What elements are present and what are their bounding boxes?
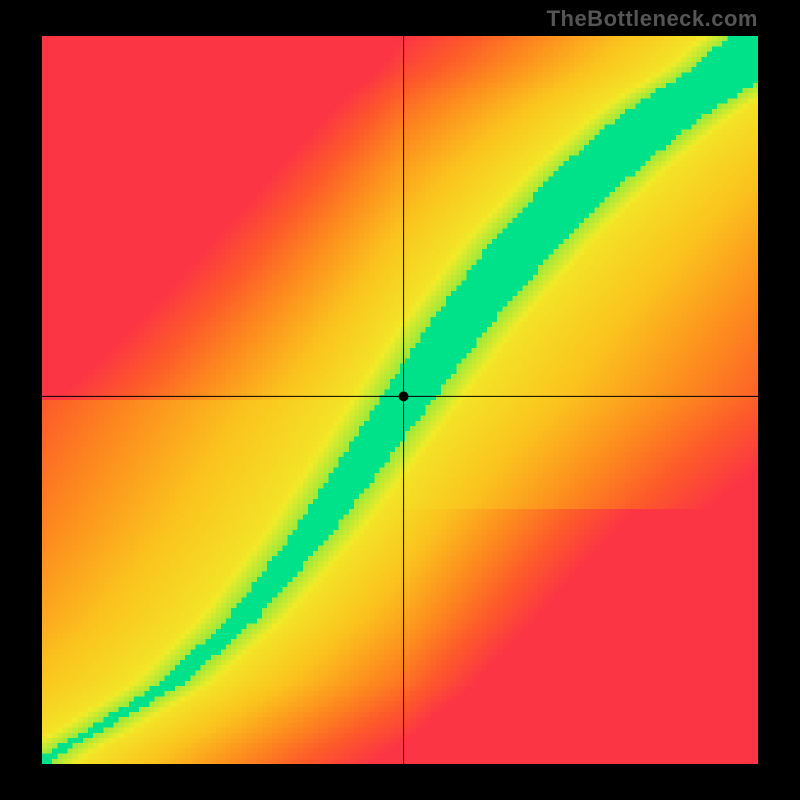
bottleneck-heatmap <box>42 36 758 764</box>
watermark-text: TheBottleneck.com <box>547 6 758 32</box>
stage: TheBottleneck.com <box>0 0 800 800</box>
